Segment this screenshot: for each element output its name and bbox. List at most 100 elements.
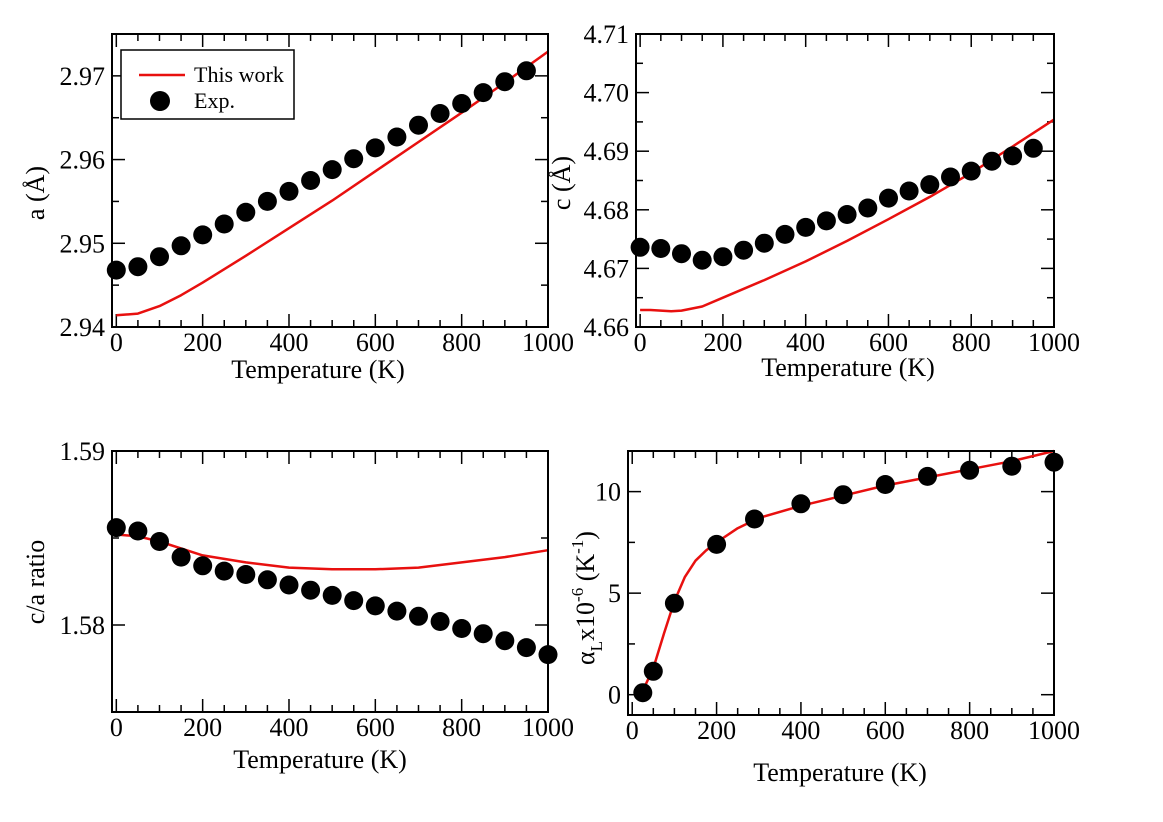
exp-point — [630, 237, 650, 257]
panel-c-lattice-c: 0 200 400 600 800 1000 4.66 4.67 4.68 4.69 4.70 4.7… — [547, 20, 1080, 382]
x-tick-label: 200 — [183, 713, 222, 742]
exp-point — [473, 624, 493, 644]
y-tick-label: 4.67 — [584, 254, 630, 283]
panel-alpha-xlabel: Temperature (K) — [753, 758, 927, 787]
exp-point — [365, 596, 385, 616]
panel-a-marks: 0 200 400 600 800 1000 2.94 2.95 2.96 2.97 — [60, 33, 574, 357]
exp-point — [322, 585, 342, 605]
exp-point — [193, 225, 213, 245]
x-tick-label: 400 — [269, 713, 308, 742]
exp-point — [214, 561, 234, 581]
exp-point — [322, 160, 342, 180]
panel-a-xlabel: Temperature (K) — [231, 355, 405, 384]
exp-point — [754, 233, 774, 253]
ylabel-x10: x10 — [571, 602, 600, 641]
x-tick-label: 1000 — [1028, 716, 1080, 745]
exp-point — [344, 591, 364, 611]
y-tick-label: 4.69 — [584, 137, 630, 166]
legend-marker-swatch — [150, 91, 170, 111]
exp-point — [692, 250, 712, 270]
exp-point — [516, 61, 536, 81]
x-tick-label: 0 — [634, 328, 647, 357]
exp-point — [193, 556, 213, 576]
exp-point — [1023, 138, 1043, 158]
panel-a-legend: This work Exp. — [120, 49, 295, 120]
model-line — [641, 449, 1055, 692]
exp-point — [734, 240, 754, 260]
panel-alpha-expansion: 0 200 400 600 800 1000 0 5 10 Temperature (K) αL… — [568, 449, 1080, 787]
exp-point — [387, 127, 407, 147]
plot-frame — [111, 450, 549, 713]
y-tick-label: 1.59 — [60, 437, 106, 466]
panel-a-lattice-a: 0 200 400 600 800 1000 2.94 2.95 2.96 2.97 Temper… — [21, 33, 574, 384]
exp-point — [387, 601, 407, 621]
exp-point — [707, 534, 727, 554]
exp-point — [344, 149, 364, 169]
exp-point — [279, 181, 299, 201]
exp-point — [713, 247, 733, 267]
exp-point — [837, 205, 857, 224]
exp-point — [672, 244, 691, 264]
exp-point — [651, 239, 671, 258]
exp-point — [982, 151, 1002, 171]
x-tick-label: 400 — [269, 328, 308, 357]
exp-point — [1002, 456, 1022, 476]
panel-ca-ylabel: c/a ratio — [21, 540, 50, 624]
plot-frame — [111, 33, 549, 328]
panel-ca-ratio: 0 200 400 600 800 1000 1.58 1.59 Temperature (K… — [21, 437, 574, 774]
exp-point — [452, 94, 472, 113]
x-tick-label: 600 — [869, 328, 908, 357]
exp-point — [858, 198, 878, 218]
exp-point — [1003, 146, 1023, 166]
x-tick-label: 800 — [442, 328, 481, 357]
exp-point — [150, 247, 169, 267]
x-tick-label: 600 — [356, 713, 395, 742]
y-tick-label: 5 — [608, 579, 621, 608]
exp-point — [495, 631, 515, 651]
exp-point — [409, 606, 428, 626]
exp-point — [214, 214, 234, 234]
panel-alpha-marks: 0 200 400 600 800 1000 0 5 10 — [595, 449, 1080, 745]
exp-point — [150, 532, 169, 551]
exp-point — [106, 260, 126, 280]
plot-frame — [627, 450, 1055, 716]
exp-point — [899, 181, 919, 201]
x-tick-label: 400 — [781, 716, 820, 745]
exp-point — [409, 115, 428, 135]
ylabel-unit-open: (K — [571, 554, 600, 588]
exp-point — [516, 638, 536, 658]
exp-point — [775, 224, 795, 244]
exp-point — [106, 518, 126, 538]
exp-point — [941, 167, 960, 187]
panel-c-marks: 0 200 400 600 800 1000 4.66 4.67 4.68 4.69 4.70 4.7… — [584, 20, 1081, 357]
x-tick-label: 0 — [110, 328, 123, 357]
y-tick-label: 1.58 — [60, 611, 106, 640]
y-tick-label: 0 — [608, 681, 621, 710]
plot-frame — [635, 33, 1055, 328]
exp-point — [128, 257, 148, 277]
ylabel-sub-L: L — [587, 641, 606, 651]
exp-point — [961, 161, 981, 181]
panel-alpha-ylabel: αLx10-6 (K-1) — [568, 531, 606, 665]
legend-label-model: This work — [194, 62, 284, 87]
ylabel-exp6: -6 — [568, 588, 587, 602]
y-tick-label: 4.68 — [584, 196, 630, 225]
x-tick-label: 200 — [183, 328, 222, 357]
exp-point — [796, 217, 816, 237]
x-tick-label: 1000 — [522, 328, 574, 357]
x-tick-label: 800 — [950, 716, 989, 745]
exp-point — [301, 580, 321, 600]
x-tick-label: 600 — [866, 716, 905, 745]
x-tick-label: 1000 — [1028, 328, 1080, 357]
exp-point — [833, 485, 853, 505]
panel-c-ylabel: c (Å) — [547, 156, 576, 210]
exp-point — [920, 175, 940, 195]
exp-point — [430, 104, 450, 123]
y-tick-label: 4.70 — [584, 79, 630, 108]
legend-box — [120, 49, 295, 120]
ylabel-unit-close: ) — [571, 531, 600, 540]
exp-point — [473, 83, 493, 103]
exp-point — [171, 547, 191, 567]
exp-point — [643, 661, 663, 681]
